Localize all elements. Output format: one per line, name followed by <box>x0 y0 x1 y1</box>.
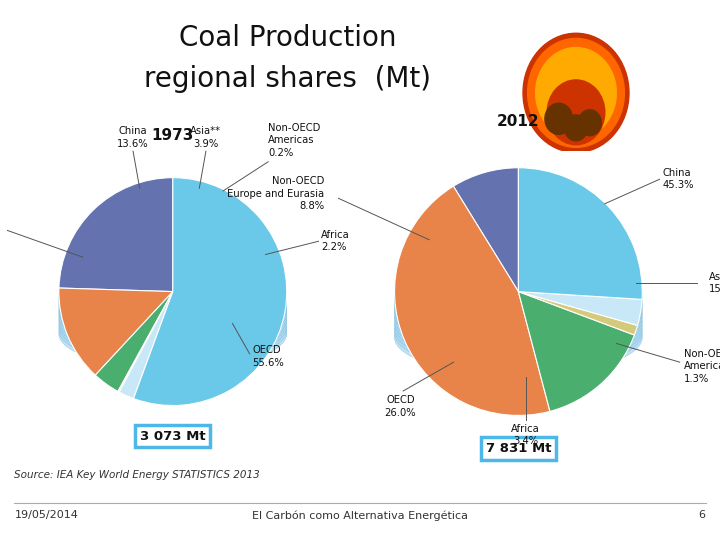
Text: 2012: 2012 <box>497 114 540 129</box>
Ellipse shape <box>395 286 642 361</box>
Wedge shape <box>518 292 637 335</box>
Ellipse shape <box>395 300 642 375</box>
Circle shape <box>564 115 588 141</box>
Wedge shape <box>59 178 173 292</box>
Ellipse shape <box>59 279 287 348</box>
Text: Non-OECD
Americas
0.2%: Non-OECD Americas 0.2% <box>268 123 320 158</box>
Text: Africa
2.2%: Africa 2.2% <box>321 230 350 253</box>
Text: 3 073 Mt: 3 073 Mt <box>140 429 206 442</box>
Circle shape <box>545 103 572 134</box>
Circle shape <box>523 33 629 152</box>
Text: 6: 6 <box>698 510 706 521</box>
Ellipse shape <box>395 260 642 335</box>
Text: Africa
3.4%: Africa 3.4% <box>511 424 540 447</box>
Ellipse shape <box>59 286 287 355</box>
Circle shape <box>578 110 601 136</box>
Ellipse shape <box>395 271 642 346</box>
Wedge shape <box>518 292 642 326</box>
Text: 7 831 Mt: 7 831 Mt <box>486 442 551 455</box>
Text: OECD
26.0%: OECD 26.0% <box>384 395 416 417</box>
Text: OECD
55.6%: OECD 55.6% <box>252 345 284 368</box>
Wedge shape <box>395 186 550 415</box>
Text: Non-OECD
Americas
1.3%: Non-OECD Americas 1.3% <box>684 349 720 384</box>
Ellipse shape <box>59 289 287 359</box>
Ellipse shape <box>395 274 642 349</box>
Wedge shape <box>118 292 173 392</box>
Text: regional shares  (Mt): regional shares (Mt) <box>145 65 431 93</box>
Ellipse shape <box>59 266 287 335</box>
Text: China
45.3%: China 45.3% <box>662 168 694 191</box>
Ellipse shape <box>395 296 642 372</box>
Ellipse shape <box>395 267 642 342</box>
Ellipse shape <box>395 264 642 339</box>
Circle shape <box>547 80 605 145</box>
Ellipse shape <box>59 293 287 362</box>
Wedge shape <box>133 178 287 406</box>
Text: El Carbón como Alternativa Energética: El Carbón como Alternativa Energética <box>252 510 468 521</box>
Ellipse shape <box>59 296 287 365</box>
Text: Source: IEA Key World Energy STATISTICS 2013: Source: IEA Key World Energy STATISTICS … <box>14 469 260 480</box>
Ellipse shape <box>59 282 287 352</box>
Ellipse shape <box>395 278 642 353</box>
Text: China
13.6%: China 13.6% <box>117 126 149 149</box>
Ellipse shape <box>395 289 642 364</box>
Text: 1973: 1973 <box>152 128 194 143</box>
Ellipse shape <box>59 262 287 332</box>
Ellipse shape <box>395 282 642 357</box>
Ellipse shape <box>59 276 287 345</box>
Text: Coal Production: Coal Production <box>179 24 397 52</box>
Wedge shape <box>95 292 173 392</box>
Text: Asia**
3.9%: Asia** 3.9% <box>190 126 222 149</box>
Text: 19/05/2014: 19/05/2014 <box>14 510 78 521</box>
Wedge shape <box>120 292 173 399</box>
Wedge shape <box>59 288 173 375</box>
Wedge shape <box>518 292 634 411</box>
Ellipse shape <box>59 269 287 338</box>
Wedge shape <box>454 168 518 292</box>
Wedge shape <box>518 168 642 299</box>
Ellipse shape <box>59 300 287 368</box>
Circle shape <box>536 48 616 138</box>
Text: Non-OECD
Europe and Eurasia
8.8%: Non-OECD Europe and Eurasia 8.8% <box>227 176 324 211</box>
Text: Asia**
15.2%: Asia** 15.2% <box>708 272 720 294</box>
Ellipse shape <box>395 293 642 368</box>
Circle shape <box>528 38 624 147</box>
Ellipse shape <box>59 273 287 341</box>
